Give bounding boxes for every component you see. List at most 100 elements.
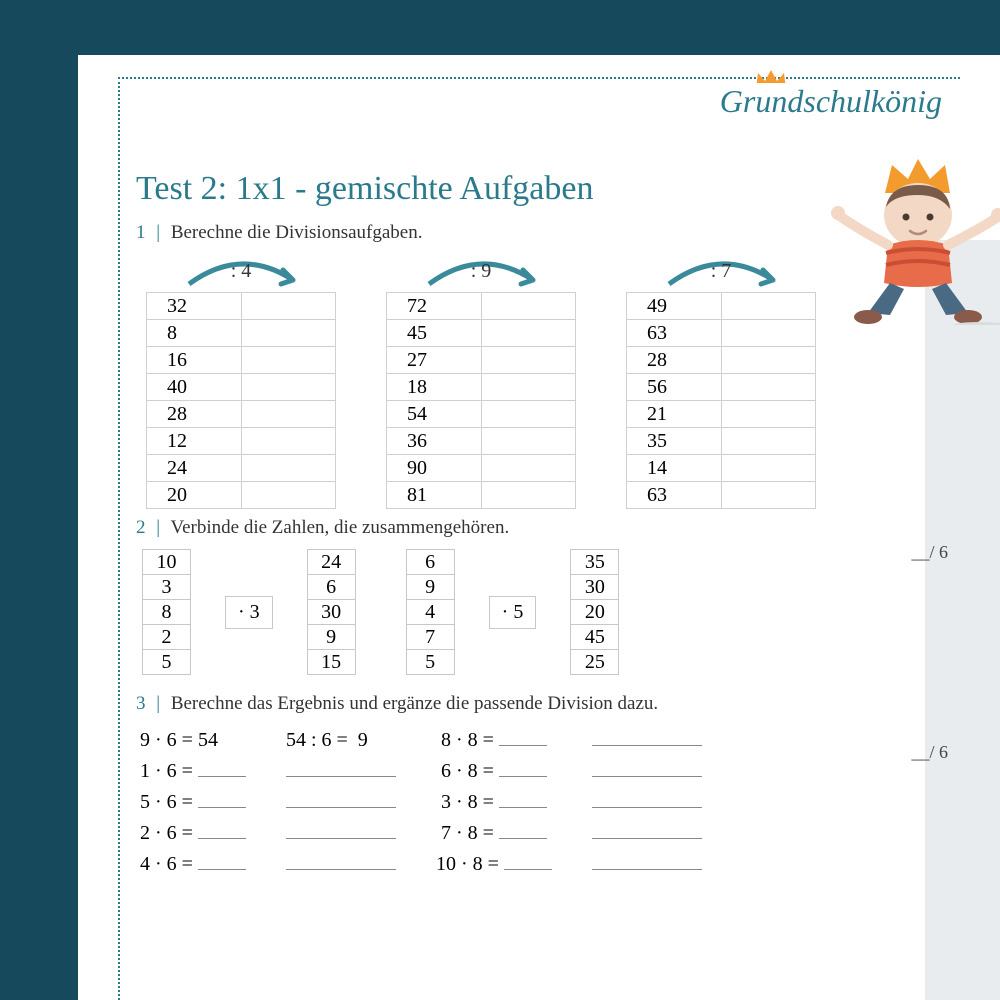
div-cell: 63	[627, 320, 722, 347]
section3-grid: 9 · 6 = 541 · 6 = 5 · 6 = 2 · 6 = 4 · 6 …	[140, 725, 960, 880]
dotted-border-top	[118, 77, 960, 79]
div-answer[interactable]	[481, 374, 576, 401]
div-cell: 90	[387, 455, 482, 482]
s3-col4	[592, 725, 702, 880]
op-label-1: : 4	[231, 260, 252, 282]
div-answer[interactable]	[241, 401, 336, 428]
answer-blank[interactable]	[592, 759, 702, 777]
answer-blank[interactable]	[198, 852, 246, 870]
small-cell: 30	[307, 600, 355, 625]
div-cell: 18	[387, 374, 482, 401]
div-cell: 32	[147, 293, 242, 320]
s3-col2: 54 : 6 = 9	[286, 725, 396, 880]
small-cell: 2	[143, 625, 191, 650]
answer-blank[interactable]	[592, 790, 702, 808]
div-answer[interactable]	[481, 428, 576, 455]
small-cell: 4	[406, 600, 454, 625]
answer-blank[interactable]	[198, 759, 246, 777]
div-answer[interactable]	[721, 320, 816, 347]
task2-bar: |	[156, 517, 160, 538]
div-cell: 16	[147, 347, 242, 374]
answer-blank[interactable]	[499, 821, 547, 839]
div-answer[interactable]	[721, 482, 816, 509]
small-cell: 6	[307, 575, 355, 600]
answer-blank[interactable]	[499, 728, 547, 746]
answer-blank[interactable]	[286, 852, 396, 870]
div-answer[interactable]	[721, 347, 816, 374]
div-answer[interactable]	[241, 347, 336, 374]
small-cell: 9	[406, 575, 454, 600]
answer-blank[interactable]	[504, 852, 552, 870]
div-table-1: 328164028122420	[146, 292, 336, 509]
div-answer[interactable]	[481, 320, 576, 347]
div-answer[interactable]	[481, 293, 576, 320]
s2-right-2: 3530204525	[570, 549, 619, 675]
div-answer[interactable]	[721, 293, 816, 320]
div-answer[interactable]	[481, 401, 576, 428]
div-cell: 35	[627, 428, 722, 455]
answer-blank[interactable]	[592, 821, 702, 839]
answer-blank[interactable]	[592, 852, 702, 870]
div-answer[interactable]	[241, 320, 336, 347]
small-cell: 5	[406, 650, 454, 675]
answer-blank[interactable]	[198, 821, 246, 839]
div-answer[interactable]	[241, 374, 336, 401]
answer-blank[interactable]	[499, 790, 547, 808]
s2-left-2: 69475	[406, 549, 455, 675]
answer-blank[interactable]	[286, 790, 396, 808]
s2-right-1: 24630915	[307, 549, 356, 675]
div-cell: 20	[147, 482, 242, 509]
page-title: Test 2: 1x1 - gemischte Aufgaben	[136, 170, 960, 208]
op-label-2: : 9	[471, 260, 492, 282]
small-cell: 6	[406, 550, 454, 575]
answer-blank[interactable]	[499, 759, 547, 777]
task1-bar: |	[156, 222, 160, 243]
div-cell: 28	[627, 347, 722, 374]
s2-left-1: 103825	[142, 549, 191, 675]
answer-blank[interactable]	[592, 728, 702, 746]
small-cell: 7	[406, 625, 454, 650]
content-area: Test 2: 1x1 - gemischte Aufgaben 1 | Ber…	[118, 170, 960, 880]
score-1: __/ 6	[911, 542, 948, 563]
s3-col1: 9 · 6 = 541 · 6 = 5 · 6 = 2 · 6 = 4 · 6 …	[140, 725, 246, 880]
task3-num: 3	[136, 693, 146, 714]
score-2: __/ 6	[911, 742, 948, 763]
task2-title: 2 | Verbinde die Zahlen, die zusammengeh…	[136, 517, 960, 539]
answer-blank[interactable]	[286, 821, 396, 839]
task3-title: 3 | Berechne das Ergebnis und ergänze di…	[136, 693, 960, 715]
opbox-1: · 3	[225, 596, 273, 629]
div-cell: 63	[627, 482, 722, 509]
div-answer[interactable]	[241, 482, 336, 509]
small-cell: 30	[571, 575, 619, 600]
div-answer[interactable]	[721, 455, 816, 482]
div-table-2: 7245271854369081	[386, 292, 576, 509]
div-answer[interactable]	[241, 455, 336, 482]
small-cell: 9	[307, 625, 355, 650]
div-answer[interactable]	[481, 455, 576, 482]
section2-groups: 103825 · 3 24630915 69475 · 5 3530204525	[142, 549, 960, 675]
div-cell: 27	[387, 347, 482, 374]
op-label-3: : 7	[711, 260, 732, 282]
small-cell: 35	[571, 550, 619, 575]
task3-bar: |	[156, 693, 160, 714]
small-cell: 15	[307, 650, 355, 675]
task2-prompt: Verbinde die Zahlen, die zusammengehören…	[170, 517, 509, 538]
small-cell: 25	[571, 650, 619, 675]
div-answer[interactable]	[721, 401, 816, 428]
small-cell: 8	[143, 600, 191, 625]
div-cell: 21	[627, 401, 722, 428]
div-answer[interactable]	[481, 482, 576, 509]
div-answer[interactable]	[721, 428, 816, 455]
section1-tables: : 4 328164028122420 : 9 7245271854369081	[146, 254, 960, 509]
div-answer[interactable]	[241, 428, 336, 455]
div-answer[interactable]	[481, 347, 576, 374]
div-answer[interactable]	[241, 293, 336, 320]
div-cell: 28	[147, 401, 242, 428]
small-cell: 5	[143, 650, 191, 675]
task3-prompt: Berechne das Ergebnis und ergänze die pa…	[171, 693, 658, 714]
div-cell: 24	[147, 455, 242, 482]
div-answer[interactable]	[721, 374, 816, 401]
answer-blank[interactable]	[286, 759, 396, 777]
brand-logo: Grundschulkönig	[712, 83, 950, 120]
answer-blank[interactable]	[198, 790, 246, 808]
